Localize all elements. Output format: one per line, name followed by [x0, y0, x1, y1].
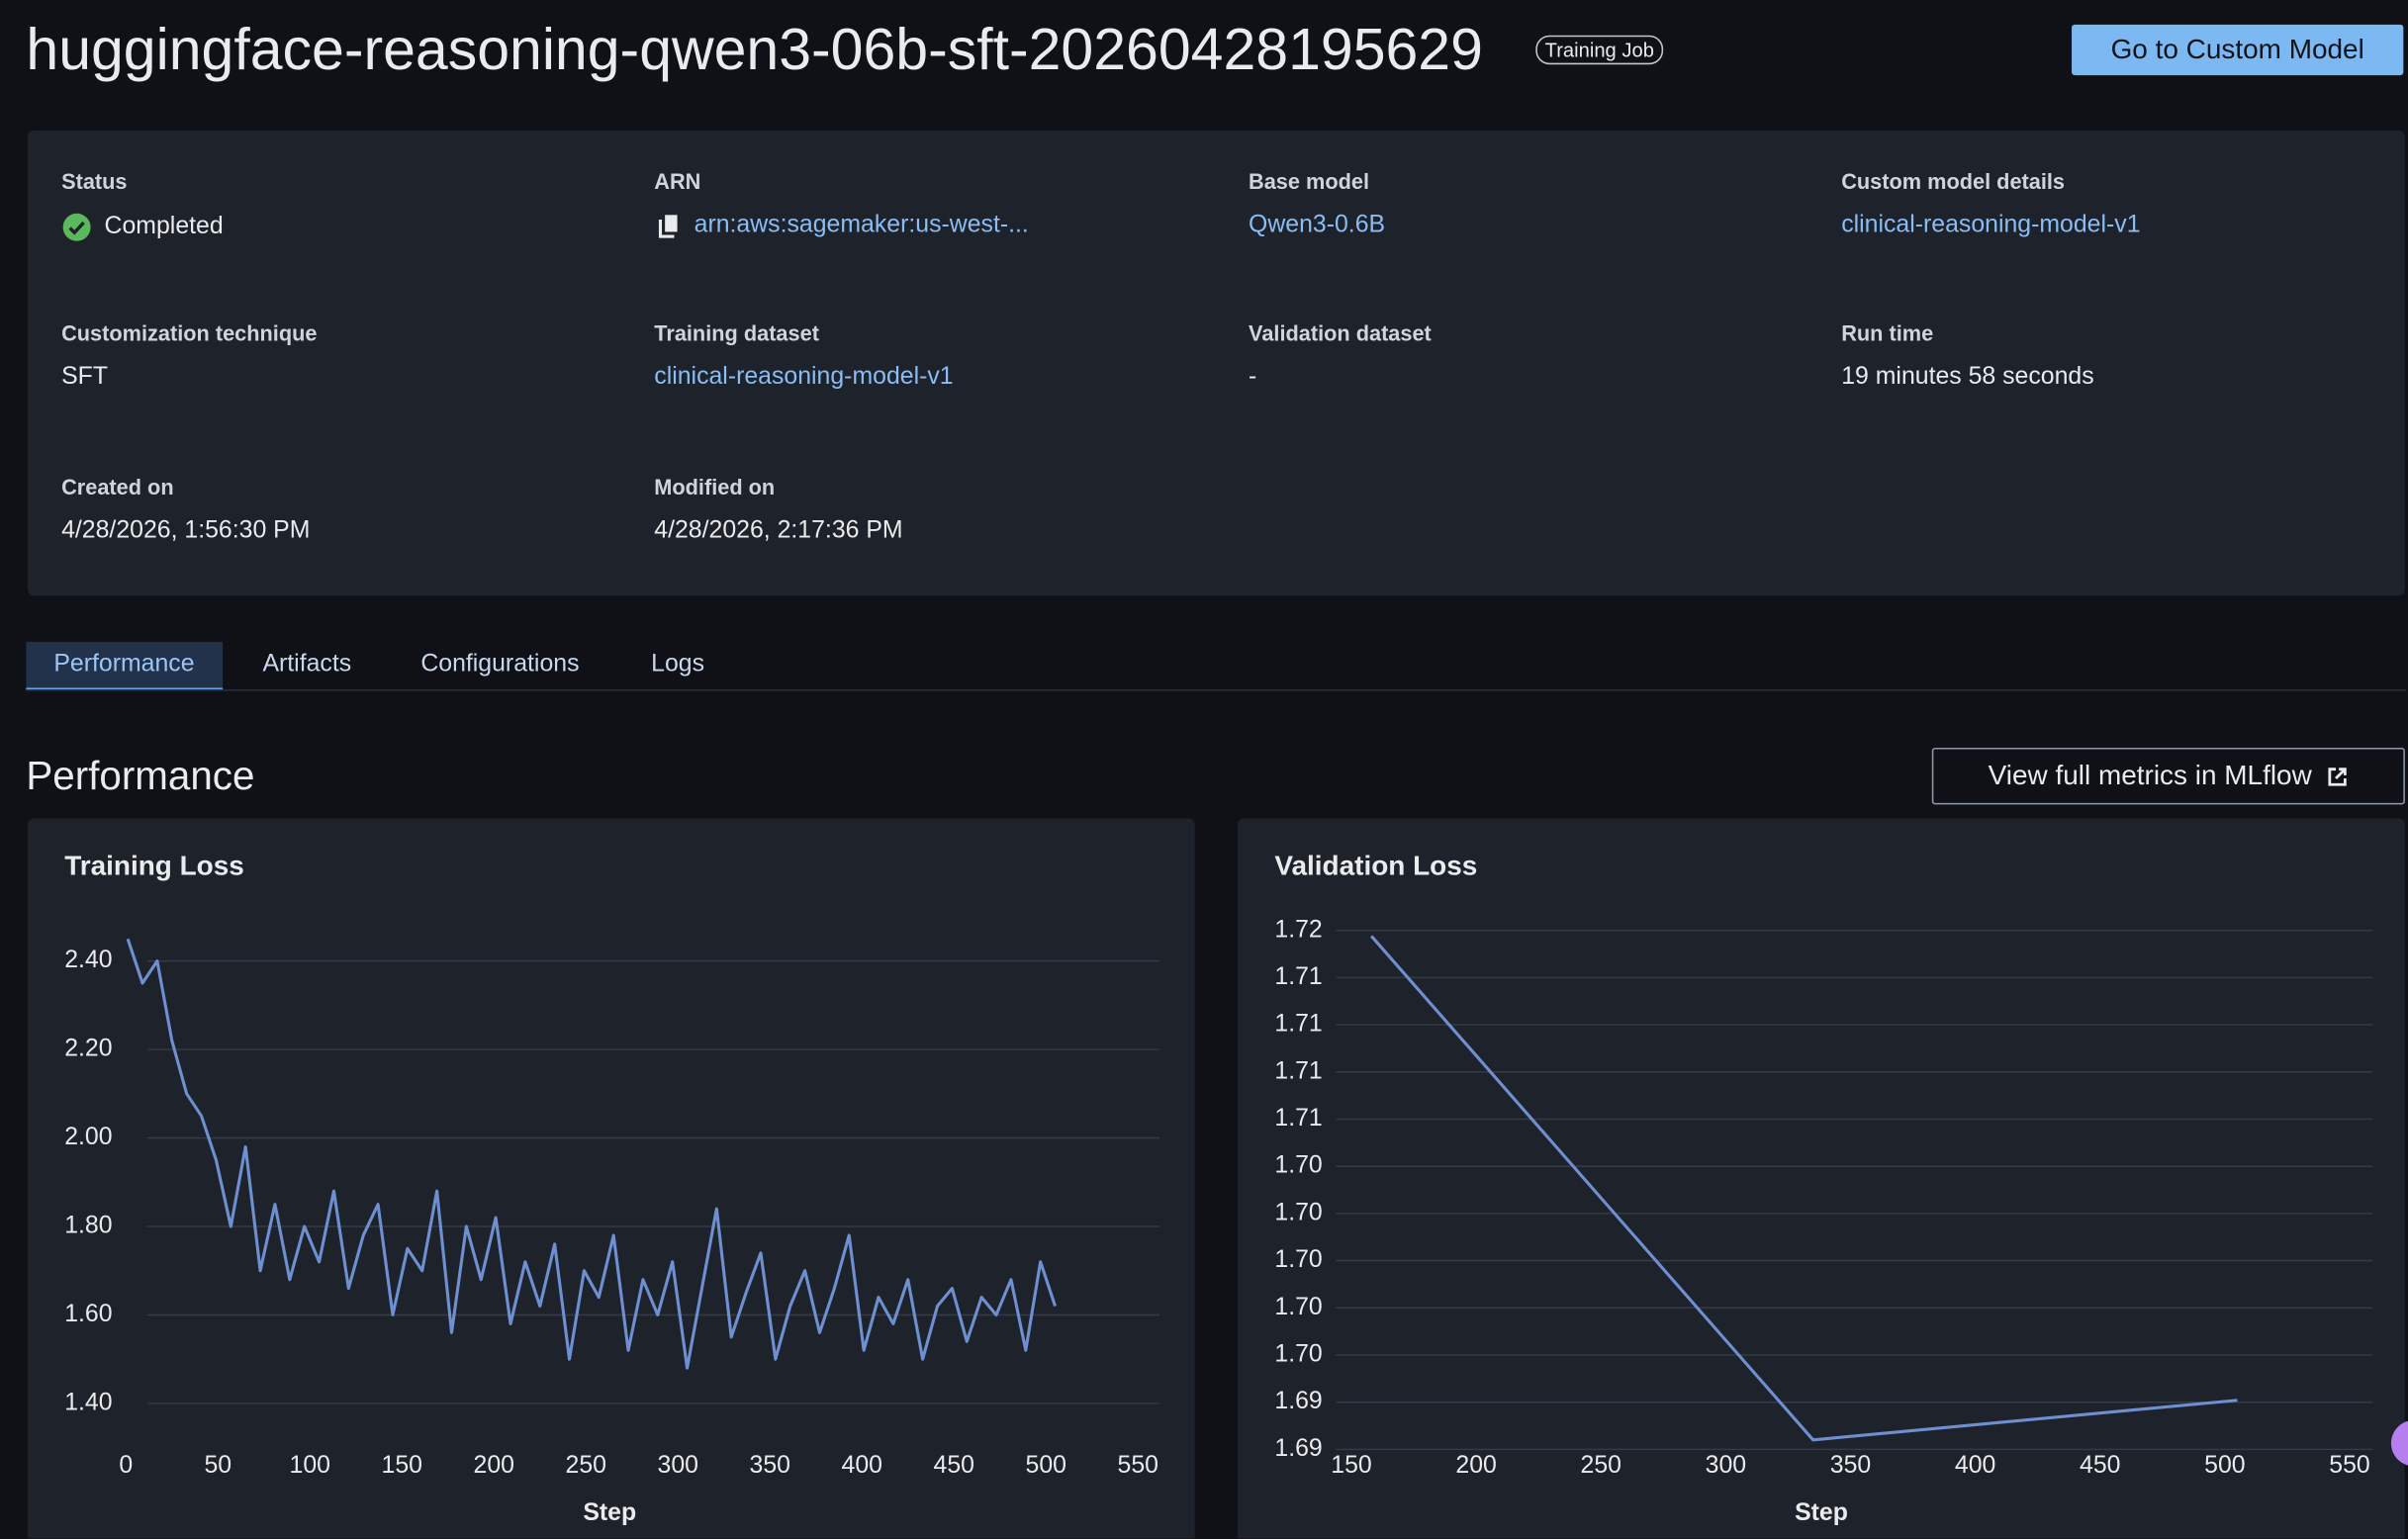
- y-tick-label: 1.70: [1274, 1294, 1322, 1320]
- chart-title: Validation Loss: [1274, 850, 1477, 880]
- label: Validation dataset: [1249, 320, 1432, 346]
- value: 4/28/2026, 2:17:36 PM: [654, 517, 903, 544]
- x-tick-label: 200: [474, 1452, 514, 1479]
- chart-panel: Training Loss 1.40 1.60 1.80 2.00 2.20 2.40 0 50…: [27, 818, 1195, 1539]
- y-tick-label: 1.71: [1274, 963, 1322, 990]
- x-tick-label: 300: [1706, 1452, 1746, 1479]
- x-tick-label: 450: [2080, 1452, 2120, 1479]
- job-title: huggingface-reasoning-qwen3-06b-sft-2026…: [26, 18, 1483, 83]
- label: Training dataset: [654, 320, 819, 346]
- x-tick-label: 100: [290, 1452, 330, 1479]
- x-tick-label: 250: [566, 1452, 606, 1479]
- value: SFT: [61, 363, 109, 391]
- y-tick-label: 1.60: [64, 1301, 112, 1327]
- x-tick-label: 350: [1830, 1452, 1871, 1479]
- y-tick-label: 2.20: [64, 1036, 112, 1062]
- chart-title: Training Loss: [64, 850, 244, 880]
- label: ARN: [654, 168, 701, 194]
- tab[interactable]: Artifacts: [262, 651, 352, 678]
- y-tick-label: 1.70: [1274, 1341, 1322, 1368]
- y-tick-label: 1.40: [64, 1389, 112, 1415]
- x-tick-label: 400: [842, 1452, 882, 1479]
- label: Custom model details: [1841, 168, 2066, 194]
- x-tick-label: 300: [658, 1452, 698, 1479]
- x-tick-label: 200: [1455, 1452, 1496, 1479]
- value: -: [1249, 363, 1257, 391]
- y-tick-label: 1.71: [1274, 1057, 1322, 1084]
- value: Completed: [104, 213, 224, 240]
- x-tick-label: 0: [119, 1452, 133, 1479]
- x-tick-label: 150: [1331, 1452, 1371, 1479]
- label: Customization technique: [61, 320, 318, 346]
- x-tick-label: 250: [1581, 1452, 1621, 1479]
- value: 4/28/2026, 1:56:30 PM: [61, 517, 311, 544]
- value: 19 minutes 58 seconds: [1841, 363, 2094, 391]
- label: Run time: [1841, 320, 1934, 346]
- value[interactable]: clinical-reasoning-model-v1: [1841, 212, 2141, 238]
- chart: Validation Loss 1.69 1.69 1.70 1.70 1.70 1.70 1…: [1274, 850, 2373, 1526]
- badge: Training Job: [1535, 35, 1664, 65]
- external-icon: [2328, 767, 2348, 785]
- y-tick-label: 1.71: [1274, 1105, 1322, 1132]
- label: Created on: [61, 474, 174, 499]
- chart-panel: Validation Loss 1.69 1.69 1.70 1.70 1.70 1.70 1…: [1238, 818, 2405, 1539]
- x-axis-label: Step: [583, 1499, 636, 1526]
- value[interactable]: Qwen3-0.6B: [1249, 212, 1386, 238]
- x-tick-label: 550: [2329, 1452, 2369, 1479]
- check-icon: [62, 213, 91, 241]
- help-widget[interactable]: [2389, 1418, 2408, 1468]
- section-title: Performance: [26, 752, 255, 799]
- y-tick-label: 2.00: [64, 1124, 112, 1150]
- go-button[interactable]: Go to Custom Model: [2072, 24, 2404, 76]
- label: Base model: [1249, 168, 1370, 194]
- y-tick-label: 1.70: [1274, 1199, 1322, 1225]
- line: [126, 938, 1058, 1370]
- y-tick-label: 1.71: [1274, 1011, 1322, 1038]
- label: Modified on: [654, 474, 776, 499]
- y-tick-label: 1.80: [64, 1213, 112, 1239]
- divider: [26, 688, 2407, 691]
- y-tick-label: 1.69: [1274, 1435, 1322, 1462]
- y-tick-label: 1.70: [1274, 1152, 1322, 1179]
- tab[interactable]: Configurations: [420, 651, 580, 678]
- x-tick-label: 450: [934, 1452, 974, 1479]
- y-tick-label: 1.69: [1274, 1388, 1322, 1414]
- x-tick-label: 400: [1955, 1452, 1995, 1479]
- y-tick-label: 1.72: [1274, 916, 1322, 943]
- label: Status: [61, 168, 128, 194]
- x-tick-label: 50: [204, 1452, 232, 1479]
- x-tick-label: 500: [2204, 1452, 2245, 1479]
- copy-icon[interactable]: [654, 212, 682, 239]
- y-tick-label: 2.40: [64, 947, 112, 973]
- tab[interactable]: Logs: [651, 651, 705, 678]
- x-tick-label: 150: [382, 1452, 422, 1479]
- mlflow-button[interactable]: View full metrics in MLflow: [1931, 747, 2405, 805]
- value[interactable]: arn:aws:sagemaker:us-west-...: [694, 212, 1029, 238]
- button-label: View full metrics in MLflow: [1988, 760, 2312, 791]
- details-panel: Status Completed ARN arn:aws:sagemaker:u…: [27, 130, 2405, 596]
- x-tick-label: 550: [1118, 1452, 1158, 1479]
- line: [1370, 935, 2238, 1442]
- x-axis-label: Step: [1795, 1499, 1848, 1526]
- y-tick-label: 1.70: [1274, 1246, 1322, 1273]
- value[interactable]: clinical-reasoning-model-v1: [654, 363, 954, 391]
- x-tick-label: 350: [750, 1452, 790, 1479]
- chart: Training Loss 1.40 1.60 1.80 2.00 2.20 2.40 0 50…: [64, 850, 1159, 1526]
- x-tick-label: 500: [1026, 1452, 1066, 1479]
- tab[interactable]: Performance: [26, 641, 223, 691]
